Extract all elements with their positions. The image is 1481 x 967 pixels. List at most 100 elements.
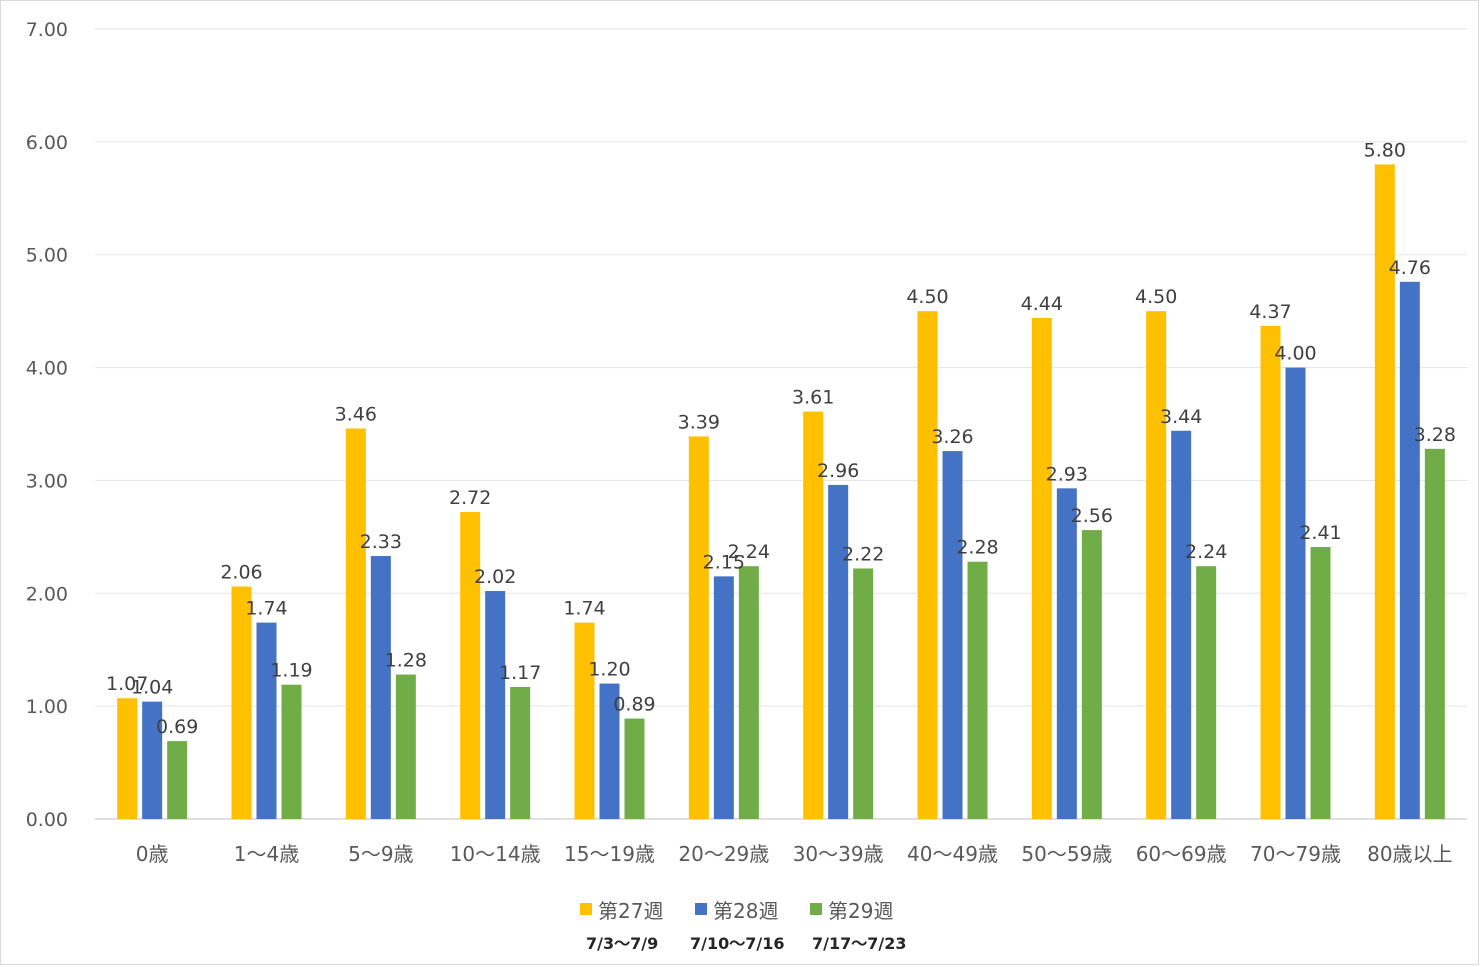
legend-swatch-week29 [810, 903, 822, 915]
bar[interactable] [460, 512, 481, 819]
data-label: 3.46 [335, 404, 377, 426]
bar[interactable] [1285, 367, 1306, 819]
data-label: 2.15 [703, 551, 745, 573]
data-labels: 1.071.04 0.69 2.06 1.74 1.19 3.46 2.33 1.28 2.72… [106, 139, 1456, 738]
data-label: 4.76 [1389, 257, 1431, 279]
data-label: 3.26 [931, 426, 973, 448]
legend-label-week27: 第27週 [598, 898, 664, 923]
gridlines [95, 28, 1467, 820]
bar[interactable] [917, 311, 938, 819]
y-tick-label: 0.00 [26, 809, 68, 831]
data-label: 3.39 [678, 411, 720, 433]
bar[interactable] [967, 561, 988, 819]
bar[interactable] [1056, 488, 1077, 819]
y-tick-label: 2.00 [26, 583, 68, 605]
bar[interactable] [1146, 311, 1167, 819]
bar[interactable] [485, 591, 506, 819]
data-label: 2.56 [1071, 505, 1113, 527]
data-label: 2.72 [449, 487, 491, 509]
data-label: 5.80 [1364, 139, 1406, 161]
data-label: 2.06 [220, 562, 262, 584]
data-label: 1.74 [245, 598, 287, 620]
bar[interactable] [1310, 547, 1331, 819]
x-category-label: 20～29歳 [678, 842, 769, 866]
x-category-label: 60～69歳 [1136, 842, 1227, 866]
data-label: 2.33 [360, 531, 402, 553]
legend-item-week27[interactable]: 第27週 [580, 896, 664, 923]
x-category-label: 30～39歳 [793, 842, 884, 866]
y-tick-label: 7.00 [26, 19, 68, 41]
data-label: 1.20 [588, 659, 630, 681]
bar[interactable] [142, 701, 163, 819]
bar[interactable] [1196, 566, 1217, 819]
legend-swatch-week28 [695, 903, 707, 915]
bar[interactable] [1260, 325, 1281, 819]
y-tick-label: 6.00 [26, 132, 68, 154]
data-label: 2.41 [1299, 522, 1341, 544]
legend-item-week29[interactable]: 第29週 [810, 896, 894, 923]
bar[interactable] [1171, 430, 1192, 819]
data-label: 2.24 [1185, 541, 1227, 563]
data-label: 0.89 [613, 694, 655, 716]
legend-period-week28: 7/10～7/16 [690, 934, 785, 953]
data-label: 1.17 [499, 662, 541, 684]
data-label: 1.19 [270, 660, 312, 682]
bar[interactable] [942, 451, 963, 819]
bar[interactable] [624, 718, 645, 819]
bar[interactable] [256, 622, 277, 819]
data-label: 1.28 [385, 650, 427, 672]
bar[interactable] [688, 436, 709, 819]
bar[interactable] [1081, 530, 1102, 819]
bar[interactable] [828, 484, 849, 819]
data-label: 2.22 [842, 543, 884, 565]
bar[interactable] [231, 586, 252, 819]
bar[interactable] [395, 674, 416, 819]
legend-item-week28[interactable]: 第28週 [695, 896, 779, 923]
legend-swatch-week27 [580, 903, 592, 915]
legend-period-week29: 7/17～7/23 [812, 934, 907, 953]
bar[interactable] [510, 686, 531, 819]
legend-label-week28: 第28週 [713, 898, 779, 923]
data-label: 4.50 [906, 286, 948, 308]
bar[interactable] [853, 568, 874, 819]
x-category-label: 10～14歳 [450, 842, 541, 866]
data-label: 2.93 [1046, 463, 1088, 485]
x-category-label: 1～4歳 [234, 842, 299, 866]
data-label: 3.61 [792, 387, 834, 409]
bar[interactable] [370, 556, 391, 819]
x-category-label: 80歳以上 [1367, 842, 1452, 866]
data-label: 1.04 [131, 677, 173, 699]
bar[interactable] [713, 576, 734, 819]
bar[interactable] [1374, 164, 1395, 819]
x-category-label: 70～79歳 [1250, 842, 1341, 866]
bar[interactable] [117, 698, 138, 819]
data-label: 2.28 [956, 537, 998, 559]
data-label: 2.02 [474, 566, 516, 588]
data-label: 4.44 [1021, 293, 1063, 315]
bar[interactable] [738, 566, 759, 819]
data-label: 1.74 [563, 598, 605, 620]
x-axis-categories: 0歳 1～4歳 5～9歳 10～14歳 15～19歳 20～29歳 30～39歳 40～49歳… [136, 842, 1453, 866]
data-label: 3.28 [1414, 424, 1456, 446]
bar[interactable] [345, 428, 366, 819]
x-category-label: 40～49歳 [907, 842, 998, 866]
legend-period-week27: 7/3～7/9 [586, 934, 659, 953]
bar[interactable] [167, 741, 188, 819]
data-label: 4.50 [1135, 286, 1177, 308]
bar[interactable] [281, 684, 302, 819]
y-tick-label: 5.00 [26, 245, 68, 267]
y-axis-ticks: 0.00 1.00 2.00 3.00 4.00 5.00 6.00 7.00 [26, 19, 68, 831]
x-category-label: 0歳 [136, 842, 169, 866]
y-tick-label: 4.00 [26, 358, 68, 380]
bar[interactable] [1424, 448, 1445, 819]
data-label: 2.96 [817, 460, 859, 482]
bar[interactable] [803, 411, 824, 819]
legend-label-week29: 第29週 [828, 898, 894, 923]
bar[interactable] [574, 622, 595, 819]
bar[interactable] [599, 683, 620, 819]
bar[interactable] [1031, 317, 1052, 819]
bars [117, 164, 1445, 819]
data-label: 4.00 [1274, 343, 1316, 365]
bar[interactable] [1399, 281, 1420, 819]
